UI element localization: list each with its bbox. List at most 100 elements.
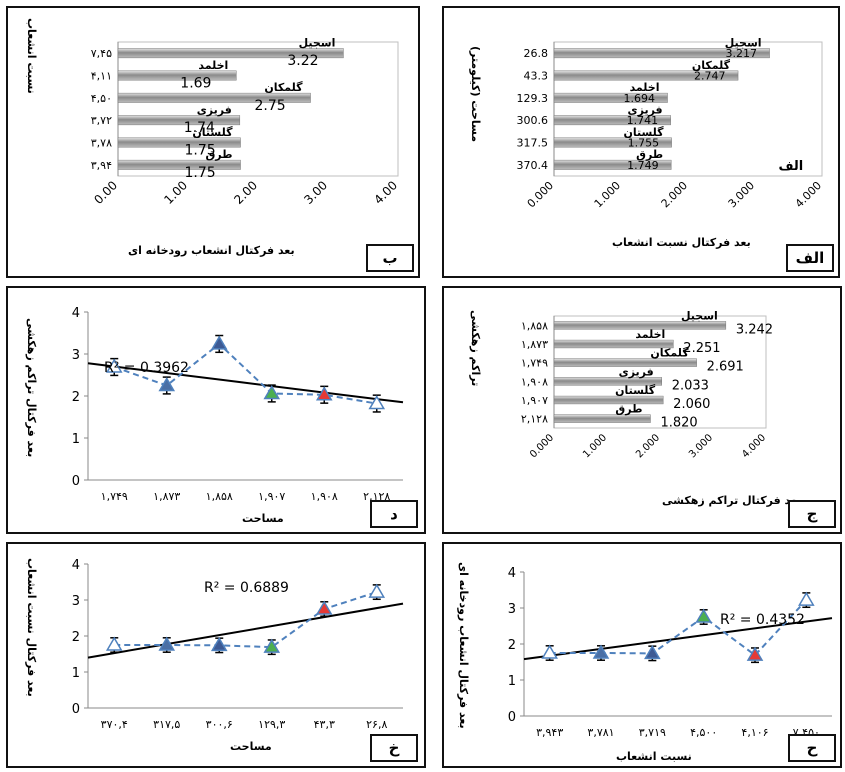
- value-label-5: 1.749: [627, 159, 659, 172]
- y-tick-label-1: 1: [72, 666, 80, 681]
- r2-label: R² = 0.4352: [720, 612, 805, 628]
- y-tick-label-1: 1: [72, 432, 80, 447]
- marker-3: [263, 638, 281, 653]
- marker-5: [368, 395, 386, 410]
- bar-2: [553, 92, 668, 103]
- tick-label-2: 2.000: [634, 432, 662, 460]
- value-label-1: 2.251: [683, 341, 720, 356]
- panel-dal: 0 1 2 3 4 ۱,۷۴۹ ۱,۸۷۳ ۱,۸۵۸ ۱,۹۰۷ ۱,۹۰۸ ۲,۱۲۸ R² = …: [6, 286, 426, 534]
- bar-4: [117, 137, 241, 148]
- value-label-2: 2.691: [707, 360, 744, 375]
- x-tick-label-4: ۴,۱۰۶: [741, 726, 768, 739]
- bar-3: [553, 115, 671, 126]
- side-label-3: ۳,۷۲: [91, 114, 112, 127]
- marker-2: [644, 644, 661, 660]
- category-label-2: اخلمد: [630, 81, 660, 94]
- side-label-4: ۱,۹۰۷: [521, 394, 548, 407]
- value-label-0: 3.22: [287, 53, 318, 69]
- tick-label-3: 3.00: [301, 178, 330, 207]
- y-tick-label-4: 4: [508, 566, 516, 581]
- category-label-2: گلمکان: [650, 347, 689, 360]
- x-tick-label-3: ۱۲۹,۳: [258, 718, 285, 731]
- x-tick-label-0: ۳,۹۴۳: [536, 726, 563, 739]
- side-label-2: ۴,۵۰: [91, 92, 112, 105]
- xlabel-khe: مساحت: [230, 740, 272, 753]
- marker-0: [105, 358, 123, 373]
- panel-be: اسجیل 3.22 ۷,۴۵ اخلمد 1.69 ۴,۱۱ گلمکان 2.75 ۴,۵۰…: [6, 6, 420, 278]
- series-line: [549, 599, 808, 657]
- side-label-1: ۱,۸۷۳: [521, 338, 548, 351]
- r2-label: R² = 0.3962: [104, 360, 189, 376]
- x-tick-label-0: ۱,۷۴۹: [101, 490, 128, 503]
- ylabel-be: نسبت انشعاب: [25, 18, 38, 94]
- x-tick-label-1: ۱,۸۷۳: [153, 490, 180, 503]
- value-label-0: 3.217: [726, 47, 758, 60]
- bar-1: [553, 339, 674, 349]
- side-label-4: ۳,۷۸: [91, 137, 112, 150]
- tick-label-2: 2.00: [231, 178, 260, 207]
- side-label-3: 300.6: [517, 114, 549, 127]
- bar-1: [553, 70, 739, 81]
- tick-label-3: 3.000: [687, 432, 715, 460]
- marker-4: [315, 600, 333, 615]
- category-label-3: فریزی: [197, 103, 232, 116]
- series-line: [114, 591, 378, 649]
- y-tick-label-3: 3: [72, 348, 80, 363]
- trendline: [87, 602, 404, 659]
- x-tick-label-4: ۱,۹۰۸: [311, 490, 338, 503]
- panel-he: 0 1 2 3 4 ۳,۹۴۳ ۳,۷۸۱ ۳,۷۱۹ ۴,۵۰۰ ۴,۱۰۶ ۷,۴۵۰ R² = …: [442, 542, 842, 768]
- xlabel-alef: بعد فرکتال نسبت انشعاب: [612, 236, 751, 249]
- value-label-4: 2.060: [673, 397, 710, 412]
- side-label-0: ۷,۴۵: [91, 47, 112, 60]
- panel-jim: اسجیل 3.242 ۱,۸۵۸ اخلمد 2.251 ۱,۸۷۳ گلمکان 2.69…: [442, 286, 842, 534]
- x-tick-label-2: ۳۰۰,۶: [206, 718, 233, 731]
- category-label-4: گلستان: [192, 126, 233, 139]
- side-label-1: ۴,۱۱: [91, 70, 112, 83]
- plot-area: [553, 41, 823, 177]
- y-tick-label-1: 1: [508, 674, 516, 689]
- side-label-2: 129.3: [517, 92, 549, 105]
- value-label-4: 1.75: [185, 143, 216, 159]
- r2-label: R² = 0.6889: [204, 580, 289, 596]
- category-label-4: گلستان: [615, 384, 656, 397]
- chart-khe: 0 1 2 3 4 ۳۷۰,۴ ۳۱۷,۵ ۳۰۰,۶ ۱۲۹,۳ ۴۳,۳ ۲۶,۸ R² = 0.…: [72, 558, 404, 731]
- marker-3: [695, 608, 712, 623]
- x-tick-label-2: ۳,۷۱۹: [639, 726, 666, 739]
- panel-label-khe: خ: [370, 734, 418, 762]
- category-label-5: طرق: [615, 403, 642, 416]
- ylabel-he: بعد فرکتال انشعاب رودخانه ای: [457, 562, 470, 729]
- y-tick-label-0: 0: [508, 710, 516, 725]
- y-tick-label-2: 2: [72, 630, 80, 645]
- extra-label: الف: [778, 159, 803, 174]
- tick-label-4: 4.00: [371, 178, 400, 207]
- x-tick-label-4: ۴۳,۳: [314, 718, 335, 731]
- bar-4: [553, 395, 664, 405]
- x-tick-label-0: ۳۷۰,۴: [101, 718, 128, 731]
- marker-3: [263, 384, 281, 400]
- plot-area: [117, 41, 399, 177]
- panel-label-dal: د: [370, 500, 418, 528]
- category-label-1: اخلمد: [198, 59, 228, 72]
- value-label-3: 1.74: [184, 120, 215, 136]
- y-tick-label-3: 3: [72, 594, 80, 609]
- tick-label-3: 3.000: [726, 179, 757, 210]
- y-tick-label-0: 0: [72, 702, 80, 717]
- category-label-0: اسجیل: [299, 36, 336, 49]
- value-label-3: 1.741: [627, 114, 659, 127]
- category-label-0: اسجیل: [725, 36, 762, 49]
- x-tick-label-1: ۳۱۷,۵: [153, 718, 180, 731]
- marker-4: [315, 386, 333, 401]
- marker-0: [541, 644, 558, 659]
- category-label-5: طرق: [205, 148, 232, 161]
- panel-label-he: ح: [788, 734, 836, 762]
- ylabel-khe: بعد فرکتال نسبت انشعاب: [25, 558, 38, 697]
- category-label-5: طرق: [636, 148, 663, 161]
- tick-label-4: 4.000: [793, 179, 824, 210]
- marker-4: [746, 646, 764, 661]
- ylabel-dal: بعد فرکتال تراکم زهکشی: [25, 318, 38, 458]
- tick-label-1: 1.000: [592, 179, 623, 210]
- x-tick-label-2: ۱,۸۵۸: [206, 490, 233, 503]
- bar-0: [553, 321, 727, 330]
- category-label-2: گلمکان: [264, 81, 303, 94]
